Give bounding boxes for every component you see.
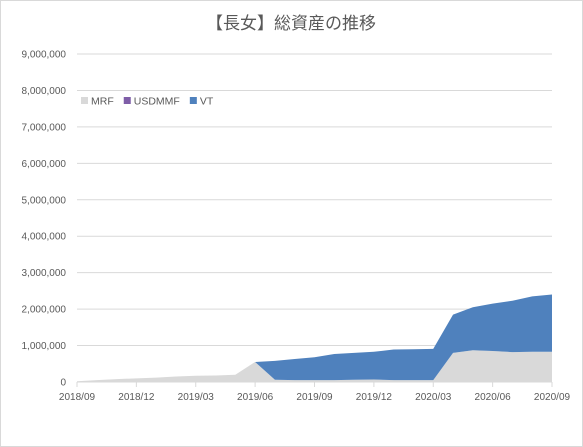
- y-tick-label: 2,000,000: [22, 305, 67, 316]
- series-area: [77, 350, 552, 382]
- chart-title: 【長女】総資産の推移: [206, 14, 376, 34]
- series-areas: [77, 294, 552, 382]
- y-tick-label: 6,000,000: [22, 159, 67, 170]
- legend-label: MRF: [91, 96, 114, 108]
- legend-label: VT: [200, 96, 214, 108]
- series-area: [77, 294, 552, 382]
- y-tick-label: 7,000,000: [22, 122, 67, 133]
- y-tick-label: 8,000,000: [22, 86, 67, 97]
- x-tick-label: 2019/03: [178, 392, 215, 403]
- x-tick-label: 2020/06: [475, 392, 512, 403]
- y-axis-ticks: 0 1,000,000 2,000,000 3,000,000 4,000,000 5,0…: [22, 50, 67, 389]
- legend: MRF USDMMF VT: [81, 96, 214, 108]
- x-tick-label: 2018/09: [59, 392, 96, 403]
- legend-swatch: [123, 97, 131, 104]
- y-tick-label: 0: [60, 378, 66, 389]
- legend-label: USDMMF: [134, 96, 180, 108]
- y-tick-label: 1,000,000: [22, 341, 67, 352]
- axis-lines: [76, 381, 553, 387]
- x-axis-ticks: 2018/09 2018/12 2019/03 2019/06 2019/09 2019/…: [59, 392, 571, 403]
- x-tick-label: 2020/09: [534, 392, 571, 403]
- y-tick-label: 5,000,000: [22, 195, 67, 206]
- x-tick-label: 2018/12: [118, 392, 155, 403]
- legend-swatch: [189, 97, 197, 104]
- x-tick-label: 2019/12: [356, 392, 393, 403]
- x-tick-label: 2019/09: [296, 392, 333, 403]
- y-tick-label: 9,000,000: [22, 50, 67, 61]
- legend-swatch: [81, 97, 88, 104]
- y-tick-label: 4,000,000: [22, 232, 67, 243]
- y-tick-label: 3,000,000: [22, 268, 67, 279]
- x-tick-label: 2019/06: [237, 392, 274, 403]
- x-tick-label: 2020/03: [415, 392, 452, 403]
- gridlines: [77, 53, 552, 347]
